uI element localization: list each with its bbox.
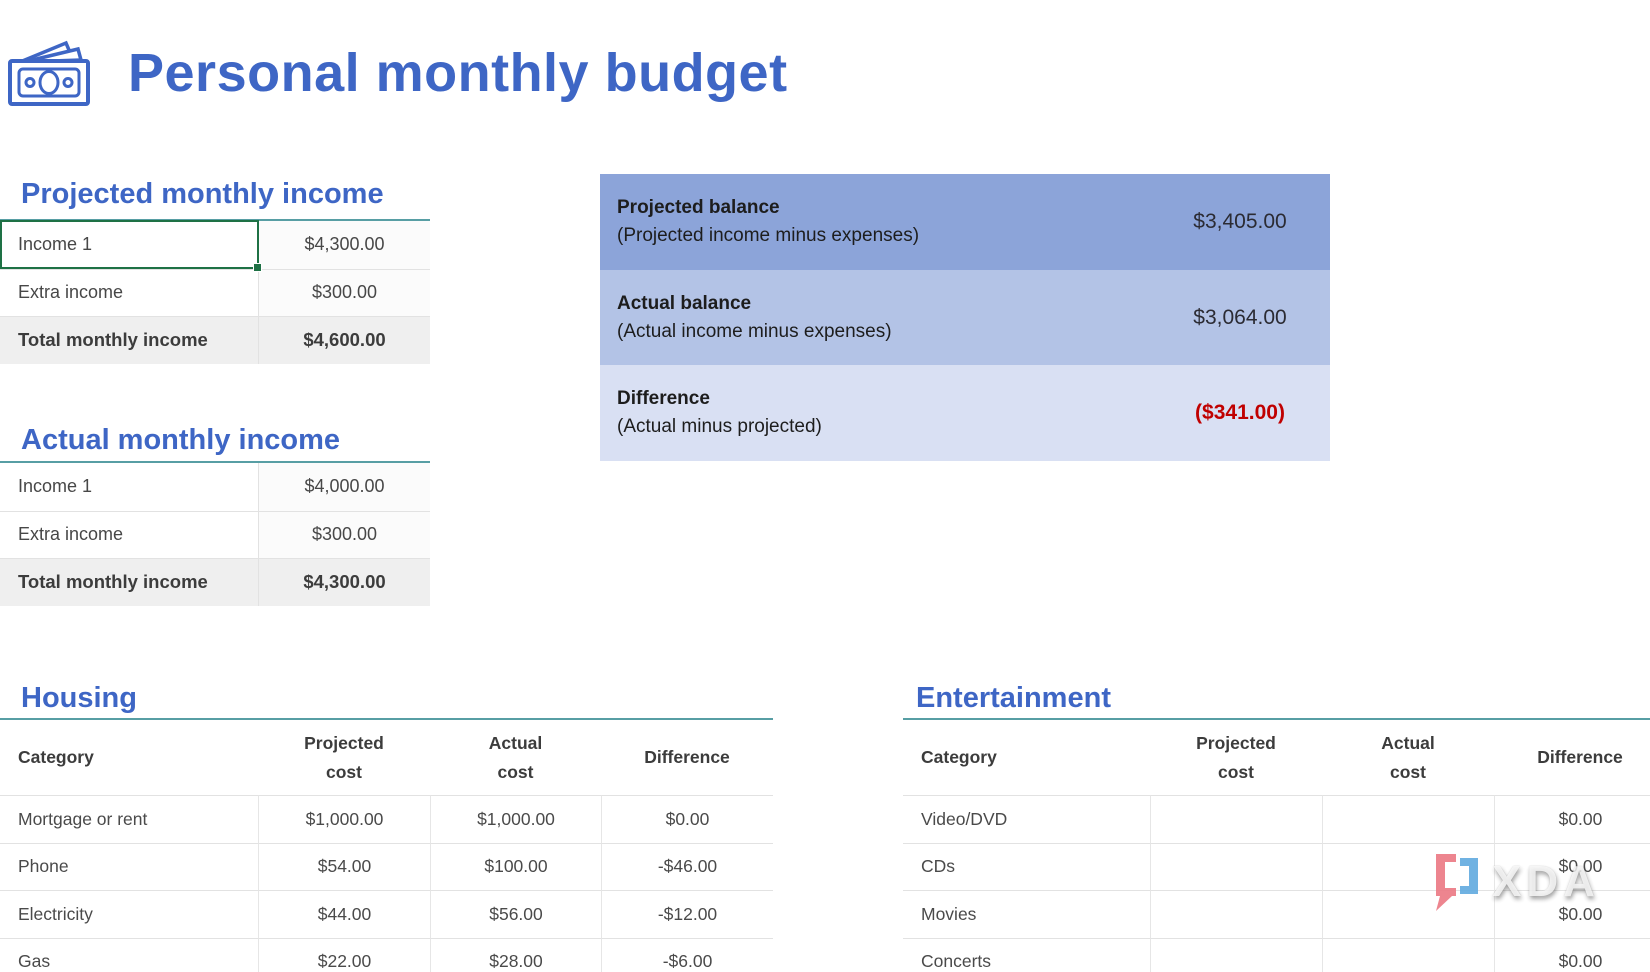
entertainment-table: Category Projected cost Actual cost Diff… (903, 718, 1650, 972)
xda-watermark: XDA (1428, 850, 1600, 914)
expense-actual-cell[interactable]: $56.00 (430, 890, 601, 938)
income-total-value-cell[interactable]: $4,600.00 (258, 316, 430, 364)
expense-category-cell[interactable]: Phone (0, 842, 258, 891)
difference-value: ($341.00) (1195, 401, 1285, 425)
housing-heading: Housing (21, 682, 137, 714)
expense-difference-cell[interactable]: -$12.00 (601, 890, 773, 938)
expense-projected-cell[interactable] (1150, 795, 1322, 843)
expense-projected-cell[interactable] (1150, 937, 1322, 972)
expense-category-cell[interactable]: Gas (0, 937, 258, 972)
expense-projected-cell[interactable]: $44.00 (258, 890, 430, 938)
column-header-category: Category (18, 747, 94, 767)
income-total-label-cell[interactable]: Total monthly income (0, 316, 258, 364)
actual-balance-label: Actual balance (Actual income minus expe… (617, 292, 892, 342)
income-label-cell[interactable]: Extra income (0, 268, 258, 317)
difference-label: Difference (Actual minus projected) (617, 388, 822, 438)
expense-category-cell[interactable]: Mortgage or rent (0, 795, 258, 843)
money-icon (8, 40, 90, 106)
expense-actual-cell[interactable] (1322, 842, 1494, 890)
expense-projected-cell[interactable]: $22.00 (258, 937, 430, 972)
column-header-difference: Difference (644, 747, 730, 767)
column-header-difference: Difference (1537, 747, 1623, 767)
income-value-cell[interactable]: $4,000.00 (258, 463, 430, 511)
income-value-cell[interactable]: $4,300.00 (258, 221, 430, 269)
income-label-cell[interactable]: Extra income (0, 510, 258, 559)
income-value-cell[interactable]: $300.00 (258, 510, 430, 558)
expense-category-cell[interactable]: CDs (903, 842, 1150, 891)
projected-balance-label: Projected balance (Projected income minu… (617, 196, 920, 246)
expense-difference-cell[interactable]: -$46.00 (601, 842, 773, 890)
actual-balance-value: $3,064.00 (1193, 305, 1287, 329)
expense-category-cell[interactable]: Electricity (0, 890, 258, 938)
projected-income-table: Income 1 $4,300.00 Extra income $300.00 … (0, 219, 430, 364)
entertainment-section: Entertainment Category Projected cost Ac… (903, 682, 1650, 972)
expense-category-cell[interactable]: Concerts (903, 937, 1150, 972)
xda-watermark-text: XDA (1492, 857, 1600, 906)
balance-summary: Projected balance (Projected income minu… (600, 174, 1330, 462)
actual-income-section: Actual monthly income Income 1 $4,000.00… (0, 424, 430, 606)
actual-income-table: Income 1 $4,000.00 Extra income $300.00 … (0, 461, 430, 606)
expense-actual-cell[interactable] (1322, 795, 1494, 843)
income-total-value-cell[interactable]: $4,300.00 (258, 558, 430, 606)
column-header-category: Category (921, 747, 997, 767)
income-label-cell[interactable]: Income 1 (18, 476, 93, 497)
income-label-cell[interactable]: Income 1 (18, 234, 93, 255)
entertainment-heading: Entertainment (916, 682, 1111, 714)
actual-income-heading: Actual monthly income (21, 424, 341, 456)
expense-actual-cell[interactable]: $1,000.00 (430, 795, 601, 843)
expense-projected-cell[interactable] (1150, 890, 1322, 938)
expense-difference-cell[interactable]: $0.00 (1494, 842, 1650, 890)
expense-projected-cell[interactable]: $54.00 (258, 842, 430, 890)
expense-category-cell[interactable]: Video/DVD (903, 795, 1150, 843)
expense-difference-cell[interactable]: $0.00 (1494, 890, 1650, 938)
housing-section: Housing Category Projected cost Actual c… (0, 682, 773, 972)
projected-income-heading: Projected monthly income (21, 178, 384, 210)
projected-balance-value: $3,405.00 (1193, 209, 1287, 233)
projected-income-section: Projected monthly income Income 1 $4,300… (0, 178, 430, 364)
header: Personal monthly budget (0, 0, 1650, 130)
column-header-projected-cost: Projected cost (304, 732, 384, 782)
actual-balance-row[interactable]: Actual balance (Actual income minus expe… (600, 269, 1330, 366)
xda-logo-brackets-icon (1436, 854, 1478, 911)
expense-difference-cell[interactable]: $0.00 (1494, 937, 1650, 972)
projected-balance-row[interactable]: Projected balance (Projected income minu… (600, 174, 1330, 270)
expense-difference-cell[interactable]: -$6.00 (601, 937, 773, 972)
housing-table: Category Projected cost Actual cost Diff… (0, 718, 773, 972)
column-header-projected-cost: Projected cost (1196, 732, 1276, 782)
expense-projected-cell[interactable] (1150, 842, 1322, 890)
expense-actual-cell[interactable] (1322, 937, 1494, 972)
difference-row[interactable]: Difference (Actual minus projected) ($34… (600, 365, 1330, 462)
expense-actual-cell[interactable]: $28.00 (430, 937, 601, 972)
expense-actual-cell[interactable]: $100.00 (430, 842, 601, 890)
expense-difference-cell[interactable]: $0.00 (1494, 795, 1650, 843)
expense-projected-cell[interactable]: $1,000.00 (258, 795, 430, 843)
expense-category-cell[interactable]: Movies (903, 890, 1150, 938)
expense-difference-cell[interactable]: $0.00 (601, 795, 773, 843)
income-value-cell[interactable]: $300.00 (258, 268, 430, 316)
column-header-actual-cost: Actual cost (1381, 732, 1435, 782)
income-total-label-cell[interactable]: Total monthly income (0, 558, 258, 606)
expense-actual-cell[interactable] (1322, 890, 1494, 938)
column-header-actual-cost: Actual cost (488, 732, 543, 782)
page-title: Personal monthly budget (128, 43, 788, 103)
